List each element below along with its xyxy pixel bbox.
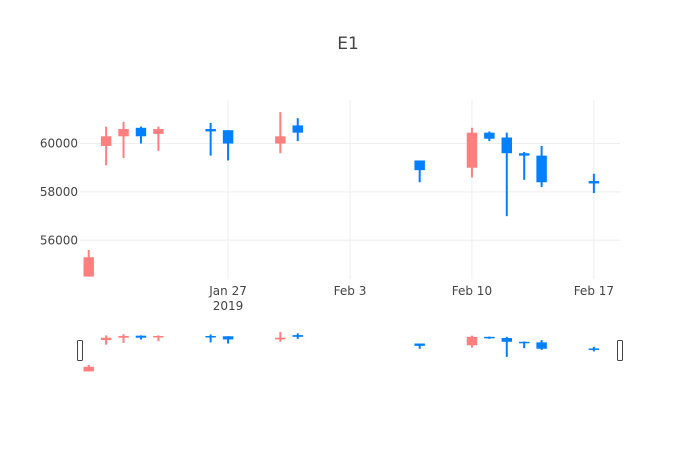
candle <box>414 160 425 183</box>
slider-candle <box>536 340 547 350</box>
slider-candle <box>100 335 112 345</box>
candles <box>83 112 600 277</box>
slider-candle-body <box>100 337 112 341</box>
slider-candle <box>484 336 495 339</box>
y-tick-label: 58000 <box>40 185 78 199</box>
candle-body <box>518 153 530 156</box>
candle <box>205 122 216 156</box>
candle <box>501 132 512 217</box>
slider-candle-body <box>518 341 530 344</box>
x-tick-label: Feb 10 <box>452 284 492 298</box>
candle-body <box>466 132 478 168</box>
candle-body <box>536 155 547 183</box>
slider-candle <box>205 334 216 343</box>
candle-body <box>292 125 303 133</box>
slider-candle-body <box>501 338 512 342</box>
range-slider-background <box>79 328 621 373</box>
candle-body <box>83 257 94 277</box>
candle <box>118 121 129 159</box>
slider-candle-body <box>135 335 147 338</box>
slider-candle-body <box>536 342 547 349</box>
range-slider-handle-left[interactable] <box>77 340 83 361</box>
slider-candle-body <box>118 335 129 338</box>
slider-candle <box>135 335 147 340</box>
slider-candle <box>588 346 600 352</box>
candle-body <box>588 181 600 184</box>
candle-body <box>153 129 164 134</box>
y-tick-label: 60000 <box>40 137 78 151</box>
slider-candle <box>118 334 129 343</box>
candle <box>153 126 164 151</box>
slider-candle-body <box>466 336 478 346</box>
candle-body <box>118 129 129 137</box>
x-tick-sublabel: 2019 <box>213 299 244 313</box>
slider-candle-body <box>153 335 164 338</box>
candle <box>275 112 286 154</box>
slider-candle-body <box>484 336 495 339</box>
candle-body <box>205 129 216 132</box>
candle-body <box>222 130 234 144</box>
candle-body <box>100 136 112 146</box>
candle <box>292 118 303 142</box>
candle-body <box>135 127 147 137</box>
candle-body <box>275 136 286 144</box>
slider-candle-body <box>205 335 216 338</box>
candle-body <box>501 137 512 154</box>
x-tick-label: Jan 27 <box>208 284 247 298</box>
x-tick-label: Feb 17 <box>574 284 614 298</box>
y-axis: 56000 58000 60000 <box>40 137 78 248</box>
candle-body <box>414 160 425 171</box>
slider-candle-body <box>275 337 286 340</box>
slider-candle-body <box>222 336 234 340</box>
slider-candle <box>501 336 512 357</box>
slider-candle <box>518 341 530 349</box>
candle <box>100 126 112 166</box>
slider-candle-body <box>414 343 425 346</box>
slider-candle <box>222 336 234 344</box>
slider-candle-body <box>83 366 94 372</box>
candle <box>466 127 478 178</box>
chart-title: E1 <box>337 34 359 54</box>
slider-candle <box>153 335 164 342</box>
candle <box>222 130 234 161</box>
candle <box>484 131 495 142</box>
slider-candle <box>275 331 286 342</box>
range-slider-handle-right[interactable] <box>617 340 623 361</box>
slider-candle <box>466 335 478 348</box>
slider-candle-body <box>588 348 600 350</box>
candle <box>588 173 600 194</box>
candle <box>518 152 530 180</box>
slider-candle-body <box>292 335 303 337</box>
range-slider[interactable] <box>77 328 623 373</box>
candle <box>135 126 147 144</box>
grid-layer <box>80 100 620 279</box>
range-slider-preview <box>83 331 600 372</box>
candle-body <box>484 132 495 139</box>
slider-candle <box>292 333 303 339</box>
slider-candle <box>83 365 94 372</box>
candle <box>83 249 94 277</box>
x-tick-label: Feb 3 <box>334 284 367 298</box>
slider-candle <box>414 343 425 349</box>
candle <box>536 145 547 188</box>
y-tick-label: 56000 <box>40 233 78 247</box>
